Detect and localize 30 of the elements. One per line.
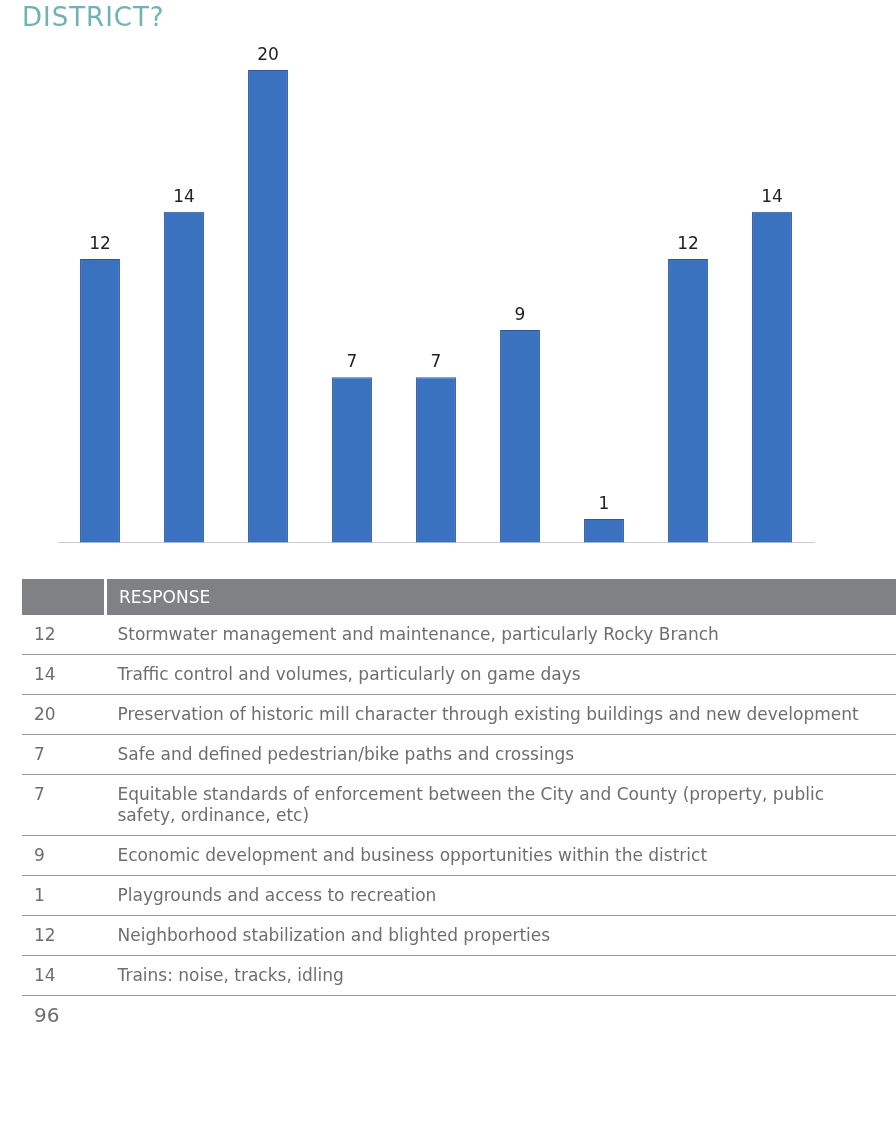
data-label: 7 [346,351,358,372]
text: 14 [22,955,106,996]
text: Equitable standards of enforcement between the City and County (property, public safety, ordinance, etc) [105,774,896,836]
text: 9 [22,835,106,876]
text: Neighborhood stabilization and blighted properties [105,915,896,956]
text: Trains: noise, tracks, idling [105,955,896,996]
data-label: 12 [677,232,699,253]
data-label: 14 [761,185,783,206]
text: Traffic control and volumes, particularly on game days [105,654,896,695]
text: Economic development and business opportunities within the district [105,835,896,876]
chart-title: DISTRICT? [21,1,166,34]
text: RESPONSE [105,579,896,615]
data-label: 14 [173,185,195,206]
text: Playgrounds and access to recreation [105,875,896,916]
text: 20 [22,694,106,735]
data-label: 1 [598,492,610,513]
text: Stormwater management and maintenance, particularly Rocky Branch [105,615,896,655]
text: 7 [22,774,106,836]
data-label: 12 [89,232,111,253]
text: 96 [33,1002,61,1029]
text: 1 [22,875,106,916]
data-label: 7 [430,351,442,372]
text: Preservation of historic mill character through existing buildings and new development [105,694,896,735]
text: 7 [22,734,106,775]
text: 14 [22,654,106,695]
text: Safe and defined pedestrian/bike paths and crossings [105,734,896,775]
text: 12 [22,615,106,655]
text: 12 [22,915,106,956]
data-label: 9 [514,303,526,324]
data-label: 20 [257,43,279,64]
